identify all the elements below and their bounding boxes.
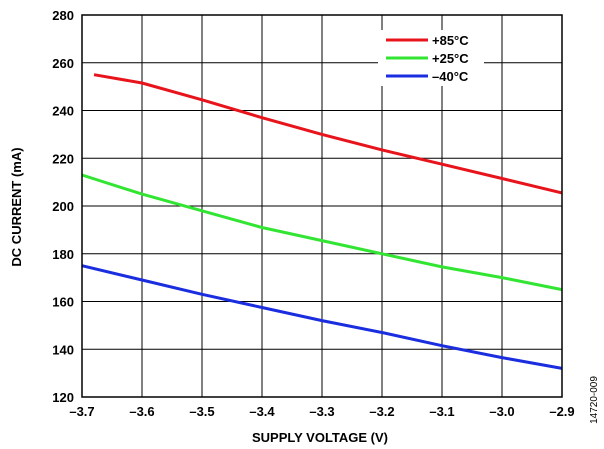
y-tick-label: 240: [52, 104, 74, 119]
x-axis-title: SUPPLY VOLTAGE (V): [252, 430, 388, 445]
y-tick-label: 180: [52, 247, 74, 262]
y-tick-label: 280: [52, 8, 74, 23]
x-tick-label: –3.0: [489, 404, 514, 419]
x-tick-label: –3.2: [369, 404, 394, 419]
legend-label: +25°C: [432, 51, 469, 66]
plot-frame: [81, 14, 563, 398]
legend: +85°C +25°C –40°C: [378, 30, 484, 86]
legend-label: +85°C: [432, 33, 469, 48]
series-line-0: [93, 73, 563, 195]
x-tick-labels: –3.7 –3.6 –3.5 –3.4 –3.3 –3.2 –3.1 –3.0 –2.9: [69, 404, 574, 419]
y-tick-label: 120: [52, 390, 74, 405]
series-lines: [81, 73, 563, 370]
y-tick-label: 220: [52, 151, 74, 166]
y-tick-label: 260: [52, 56, 74, 71]
y-tick-label: 160: [52, 295, 74, 310]
series-line-2: [81, 264, 563, 370]
legend-label: –40°C: [432, 69, 469, 84]
x-tick-label: –3.4: [249, 404, 275, 419]
x-tick-label: –2.9: [549, 404, 574, 419]
figure-id: 14720-009: [589, 376, 600, 424]
x-tick-label: –3.1: [429, 404, 454, 419]
gridlines: [81, 14, 563, 398]
y-axis-title: DC CURRENT (mA): [9, 147, 24, 266]
x-tick-label: –3.5: [189, 404, 214, 419]
y-tick-labels: 120 140 160 180 200 220 240 260 280: [52, 8, 74, 405]
x-tick-label: –3.3: [309, 404, 334, 419]
series-line-1: [81, 173, 563, 292]
x-tick-label: –3.6: [129, 404, 154, 419]
y-tick-label: 140: [52, 342, 74, 357]
x-tick-label: –3.7: [69, 404, 94, 419]
y-tick-label: 200: [52, 199, 74, 214]
